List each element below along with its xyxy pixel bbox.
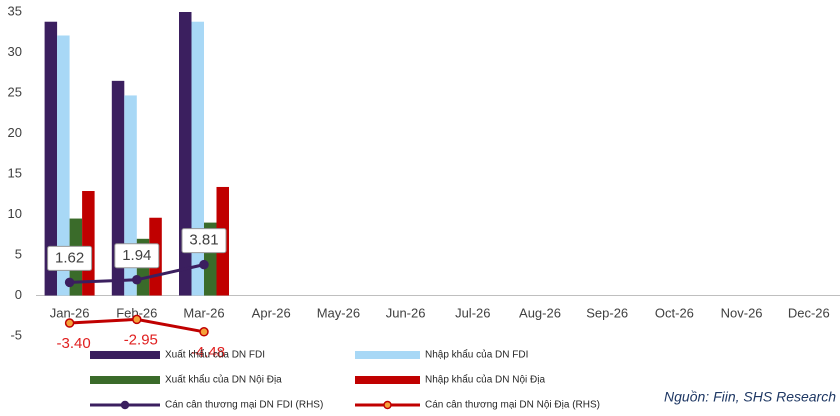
legend-swatch — [120, 400, 130, 410]
y-tick-label: 5 — [15, 246, 22, 261]
legend-swatch — [383, 400, 392, 410]
data-label-box — [47, 245, 93, 271]
x-tick-label: Jun-26 — [386, 305, 426, 320]
x-tick-label: Jan-26 — [50, 305, 90, 320]
line-marker — [64, 277, 75, 288]
y-tick-label: 0 — [15, 287, 22, 302]
line-marker — [132, 314, 142, 325]
line-marker — [199, 259, 209, 270]
y-tick-label: 15 — [8, 165, 22, 180]
x-tick-label: Aug-26 — [519, 305, 561, 320]
data-label: 1.62 — [55, 249, 84, 266]
x-tick-label: Mar-26 — [183, 305, 224, 320]
y-tick-label: 30 — [8, 44, 22, 59]
x-tick-label: Apr-26 — [252, 305, 291, 320]
x-tick-label: Oct-26 — [655, 305, 694, 320]
legend-label: Xuất khẩu của DN FDI — [165, 349, 265, 361]
line-marker — [64, 318, 75, 328]
legend-swatch — [355, 376, 420, 384]
bar — [57, 35, 70, 296]
data-label: 3.81 — [189, 232, 218, 249]
data-label-box — [114, 243, 160, 269]
legend-label: Nhập khẩu của DN Nội Địa — [425, 374, 545, 386]
data-label: 1.94 — [122, 247, 151, 264]
data-label: -3.40 — [56, 335, 90, 352]
y-tick-label: 35 — [8, 3, 22, 18]
line-marker — [132, 275, 142, 285]
x-tick-label: Nov-26 — [721, 305, 763, 320]
y-tick-label: 20 — [8, 125, 22, 140]
y-tick-label: 10 — [8, 206, 22, 221]
data-label: -2.95 — [124, 331, 158, 348]
x-tick-label: May-26 — [317, 305, 360, 320]
x-tick-label: Dec-26 — [788, 305, 830, 320]
data-label-box — [181, 228, 227, 254]
x-tick-label: Sep-26 — [586, 305, 628, 320]
y-tick-label: -5 — [10, 327, 22, 342]
legend-label: Cán cân thương mại DN Nội Địa (RHS) — [425, 400, 600, 411]
legend-label: Nhập khẩu của DN FDI — [425, 349, 528, 361]
legend-swatch — [90, 376, 160, 384]
y-tick-label: 25 — [8, 84, 22, 99]
legend-label: Cán cân thương mại DN FDI (RHS) — [165, 400, 323, 411]
bar — [111, 80, 125, 296]
bar — [82, 191, 95, 296]
line-marker — [199, 327, 209, 337]
x-tick-label: Jul-26 — [455, 305, 490, 320]
source-note: Nguồn: Fiin, SHS Research — [664, 389, 836, 405]
data-label: -4.48 — [191, 344, 225, 361]
legend-swatch — [90, 351, 160, 359]
legend-swatch — [355, 351, 420, 359]
legend-label: Xuất khẩu của DN Nội Địa — [165, 374, 282, 386]
bar — [191, 21, 204, 296]
bar — [179, 12, 192, 296]
bar — [44, 21, 58, 296]
x-tick-label: Feb-26 — [116, 305, 157, 320]
